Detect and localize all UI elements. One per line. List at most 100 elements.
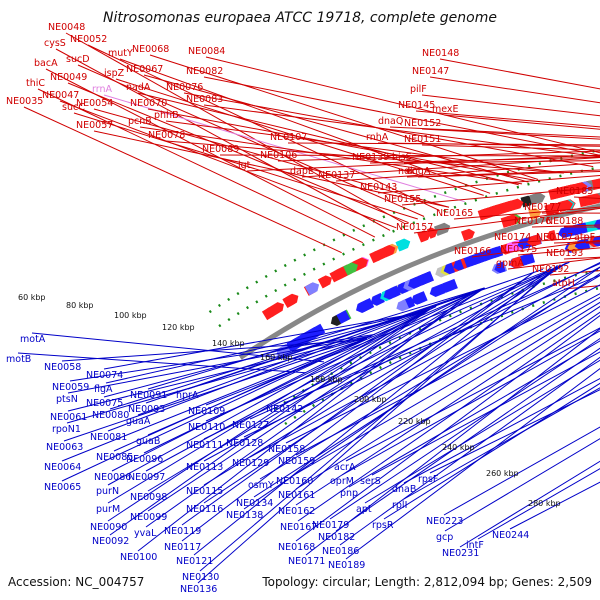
reverse-inner-feature (574, 238, 591, 251)
reverse-inner-feature (440, 278, 458, 293)
gene-label-ne0080: NE0080 (92, 410, 129, 421)
label-line-ne0134 (253, 272, 600, 498)
gene-label-thic: thiC (26, 78, 45, 89)
gene-label-ne0231: NE0231 (442, 548, 479, 559)
gene-label-ne0158: NE0158 (268, 444, 305, 455)
gene-label-ne0063: NE0063 (46, 442, 83, 453)
label-line-ne0148 (439, 58, 600, 90)
gene-label-ne0058: NE0058 (44, 362, 81, 373)
map-title: Nitrosomonas europaea ATCC 19718, comple… (103, 10, 497, 26)
gene-label-atpf: atpF (574, 232, 595, 243)
label-line-succ (73, 112, 418, 220)
label-line-baca (45, 68, 376, 238)
gene-label-ne0136: NE0136 (180, 584, 217, 595)
label-line-hiss (403, 160, 600, 164)
forward-feature (282, 294, 297, 308)
reverse-feature (355, 299, 372, 313)
reverse-feature (443, 262, 456, 275)
gene-label-ne0171: NE0171 (288, 556, 325, 567)
label-line-ne0179 (329, 337, 600, 520)
label-line-sers (371, 351, 600, 476)
gene-label-ne0119: NE0119 (164, 526, 201, 537)
kbp-tick-1: 60 kbp (18, 293, 46, 302)
label-line-enga (417, 170, 600, 178)
label-line-ne0110 (205, 261, 570, 422)
gene-label-ne0078: NE0078 (148, 130, 185, 141)
gene-label-ne0137: NE0137 (318, 170, 355, 181)
label-line-ne0049 (67, 82, 409, 224)
label-lines (17, 32, 600, 584)
reverse-feature (504, 239, 522, 253)
reverse-feature (546, 230, 557, 242)
gene-label-ne0148: NE0148 (422, 48, 459, 59)
label-line-ne0063 (63, 338, 368, 442)
gene-label-ne0177: NE0177 (524, 202, 561, 213)
forward-inner-feature (587, 193, 600, 206)
label-line-pilf (421, 94, 600, 117)
kbp-tick-7: 180 kbp (310, 375, 343, 384)
label-line-ne0086 (111, 307, 434, 472)
label-line-ne0171 (305, 328, 600, 556)
gene-label-purn: purN (96, 486, 119, 497)
gene-label-ne0117: NE0117 (164, 542, 201, 553)
label-line-ne0128 (243, 261, 600, 438)
gene-label-rrna: rrnA (92, 84, 112, 95)
label-line-ne0158 (285, 284, 600, 444)
gene-label-ne0160: NE0160 (276, 476, 313, 487)
label-line-ne0129 (249, 266, 600, 458)
gene-label-ne0166: NE0166 (454, 246, 491, 257)
label-line-ne0159 (295, 293, 600, 456)
gene-label-mota: motA (20, 334, 46, 345)
gene-label-ne0052: NE0052 (70, 34, 107, 45)
gene-label-ne0059: NE0059 (52, 382, 89, 393)
label-line-flga (105, 310, 426, 384)
gene-label-gpma: gpmA (496, 258, 524, 269)
label-line-ne0165 (453, 206, 600, 220)
forward-inner-feature (560, 199, 574, 212)
label-line-ne0054 (93, 108, 450, 208)
gene-label-ne0138: NE0138 (226, 510, 263, 521)
label-line-acra (345, 327, 600, 462)
gene-label-ne0100: NE0100 (120, 552, 157, 563)
gene-label-ne0129: NE0129 (232, 458, 269, 469)
reverse-feature (330, 315, 342, 327)
gene-label-ne0099: NE0099 (130, 512, 167, 523)
label-line-ne0137 (335, 162, 600, 182)
label-line-dnab (403, 377, 600, 484)
forward-feature (329, 268, 346, 283)
label-line-ne0168 (295, 315, 600, 542)
forward-feature (396, 238, 411, 251)
label-line-rpsr (383, 382, 600, 520)
gene-label-ispz: ispZ (104, 68, 125, 79)
label-line-oprm (341, 330, 600, 476)
label-line-ne0091 (147, 287, 485, 390)
label-line-motb (17, 352, 306, 374)
label-line-intf (477, 468, 600, 540)
gene-label-ne0081: NE0081 (90, 432, 127, 443)
reverse-inner-feature (413, 291, 428, 304)
gene-label-ne0070: NE0070 (130, 98, 167, 109)
gene-label-apt: apt (356, 504, 372, 515)
gene-label-pcnb: pcnB (128, 116, 152, 127)
gene-label-ne0162: NE0162 (278, 506, 315, 517)
label-line-ne0068 (149, 54, 539, 180)
gene-label-gcp: gcp (436, 532, 453, 543)
forward-inner-feature (506, 214, 518, 227)
gene-label-ne0097: NE0097 (128, 472, 165, 483)
gene-label-oprm: oprM (330, 476, 354, 487)
kbp-tick-9: 220 kbp (398, 417, 431, 426)
kbp-tick-2: 80 kbp (66, 301, 94, 310)
label-line-ne0047 (59, 100, 397, 229)
gene-label-ne0244: NE0244 (492, 530, 529, 541)
gene-label-ne0054: NE0054 (76, 98, 113, 109)
label-line-muty (119, 58, 491, 194)
gene-label-hpra: hprA (176, 390, 199, 401)
label-line-ne0065 (61, 339, 365, 482)
gene-label-ne0127: NE0127 (232, 420, 269, 431)
reverse-feature (517, 237, 531, 250)
gene-label-ne0049: NE0049 (50, 72, 87, 83)
label-line-ne0067 (143, 74, 529, 183)
gene-label-ne0182: NE0182 (318, 532, 355, 543)
gene-label-ne0187: NE0187 (536, 232, 573, 243)
